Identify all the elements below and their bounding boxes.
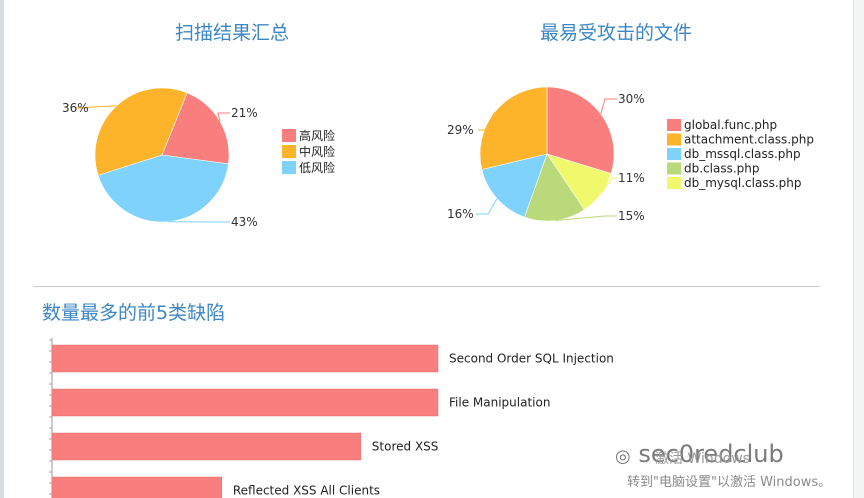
- top-files-title: 最易受攻击的文件: [540, 22, 693, 44]
- windows-activate-line2: 转到"电脑设置"以激活 Windows。: [627, 475, 832, 490]
- scan-summary-legend-swatch-item: [282, 145, 296, 158]
- top-files-legend-swatch-attachment-class-php: [667, 133, 681, 146]
- section-divider: [33, 286, 820, 287]
- defect-label-stored-xss: Stored XSS: [372, 440, 439, 454]
- scan-summary-legend-label-item: 中风险: [299, 144, 335, 159]
- window-left-edge: [0, 0, 4, 498]
- top-files-leader-global-func-php: [600, 98, 617, 115]
- top-files-pct-db-mssql-class-php: 16%: [447, 207, 474, 221]
- scan-summary-leader-item: [217, 112, 230, 122]
- top-defects-bar-chart: Second Order SQL Injection File Manipulat…: [49, 338, 614, 498]
- top-files-legend-label-db-class-php: db.class.php: [684, 162, 760, 176]
- top-files-leader-db-mysql-class-php: [600, 177, 617, 195]
- window-right-scrollbar[interactable]: [853, 0, 864, 498]
- wechat-icon: ◎: [615, 446, 631, 467]
- defect-bar-second-order-sql-injection: [51, 344, 439, 373]
- scan-summary-legend-label-item: 低风险: [299, 160, 335, 175]
- top-files-slice-global-func-php: [546, 86, 615, 174]
- top-files-slice-attachment-class-php: [479, 86, 548, 170]
- scan-summary-legend-swatch-item: [282, 161, 296, 174]
- defect-label-second-order-sql-injection: Second Order SQL Injection: [449, 352, 614, 366]
- scan-summary-title: 扫描结果汇总: [175, 22, 290, 44]
- watermark-brand: sec0redclub: [638, 440, 784, 468]
- top-files-pct-db-class-php: 15%: [618, 209, 645, 223]
- defect-bar-stored-xss: [51, 432, 362, 461]
- wechat-watermark: ◎ sec0redclub: [615, 440, 784, 468]
- top-files-pct-attachment-class-php: 29%: [447, 123, 474, 137]
- top-files-legend-swatch-db-mysql-class-php: [667, 177, 681, 189]
- scan-summary-slice-item: [161, 92, 230, 165]
- top-files-leader-db-mssql-class-php: [476, 198, 498, 215]
- top-files-pct-db-mysql-class-php: 11%: [618, 171, 645, 185]
- scan-summary-slice-item: [94, 87, 188, 176]
- top-files-legend-swatch-global-func-php: [667, 119, 681, 131]
- top-files-legend-label-db-mysql-class-php: db_mysql.class.php: [684, 176, 802, 190]
- top-files-legend-swatch-db-class-php: [667, 162, 681, 175]
- top-files-legend-label-db-mssql-class-php: db_mssql.class.php: [684, 147, 801, 161]
- defect-label-reflected-xss-all-clients: Reflected XSS All Clients: [233, 484, 380, 498]
- top-files-pie-chart: 30% 11% 15% 16% 29% global.func.phpattachment…: [447, 86, 814, 223]
- defect-bar-reflected-xss-all-clients: [51, 476, 223, 498]
- scan-summary-legend-swatch-item: [282, 129, 296, 142]
- top-files-leader-db-class-php: [555, 215, 617, 221]
- scan-summary-leader-item: [74, 105, 117, 109]
- top-files-legend-label-attachment-class-php: attachment.class.php: [684, 133, 814, 147]
- scan-summary-pct-item: 21%: [231, 106, 258, 120]
- scan-summary-pct-item: 43%: [231, 215, 258, 229]
- defect-label-file-manipulation: File Manipulation: [449, 396, 550, 410]
- defect-bar-file-manipulation: [51, 388, 439, 417]
- top-files-legend-label-global-func-php: global.func.php: [684, 118, 777, 132]
- scan-summary-legend-label-item: 高风险: [299, 128, 335, 143]
- top-defects-title: 数量最多的前5类缺陷: [42, 302, 226, 324]
- windows-activate-line1: 激活 Windows: [655, 451, 750, 467]
- top-files-leader-attachment-class-php: [478, 112, 495, 131]
- top-files-legend-swatch-db-mssql-class-php: [667, 148, 681, 160]
- scan-summary-pct-item: 36%: [62, 101, 89, 115]
- top-files-pct-global-func-php: 30%: [618, 92, 645, 106]
